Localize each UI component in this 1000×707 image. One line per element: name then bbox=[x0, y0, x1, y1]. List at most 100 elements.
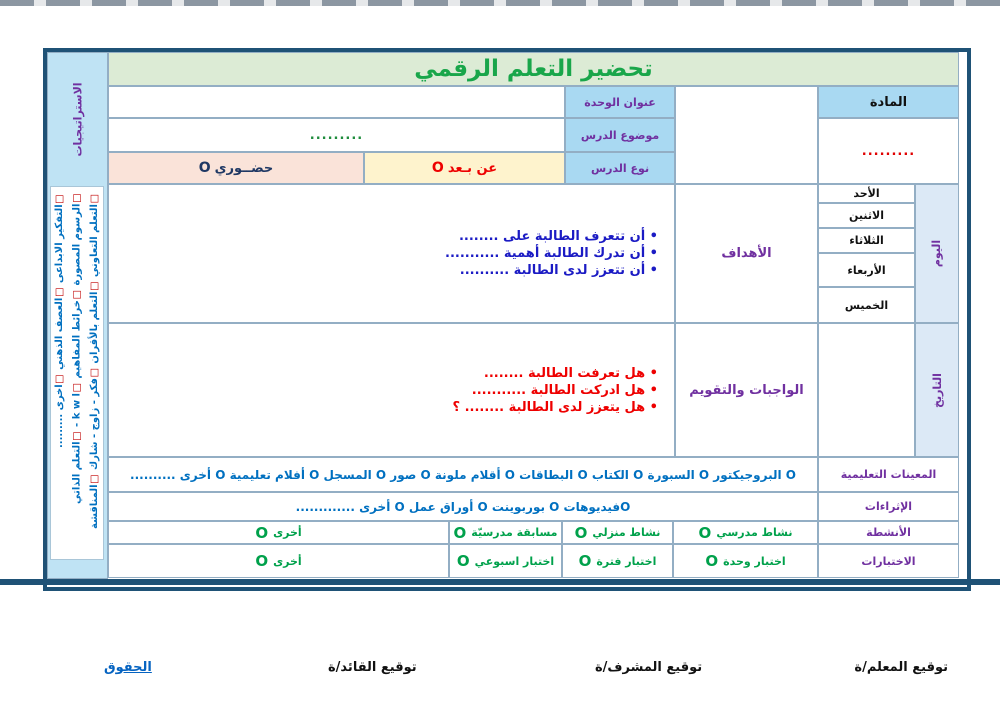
strategy-label: المناقشة bbox=[88, 484, 100, 529]
activity-school-option[interactable]: نشاط مدرسي O bbox=[673, 521, 818, 544]
activity-competition-option[interactable]: مسابقة مدرسيّة O bbox=[449, 521, 562, 544]
strategy-label: التعلم بالأقران bbox=[88, 291, 100, 364]
strategy-label: التفكير الابداعى bbox=[53, 204, 65, 283]
strategy-label: التعلم التعاوني bbox=[88, 204, 100, 278]
enrichments-content-cell[interactable]: Oفيديوهات O بوربوينت O أوراق عمل O أخرى … bbox=[108, 492, 818, 521]
enrichments-label: الإثراءات bbox=[864, 500, 913, 513]
test-period-option[interactable]: اختبار فترة O bbox=[562, 544, 673, 578]
day-label: الأربعاء bbox=[847, 263, 886, 277]
objectives-content-cell[interactable]: أن تتعرف الطالبة على ........ أن تدرك ال… bbox=[108, 184, 675, 323]
lesson-type-inperson-option[interactable]: حضــوري O bbox=[108, 152, 364, 184]
test-circle-icon[interactable]: O bbox=[578, 552, 592, 570]
test-circle-icon[interactable]: O bbox=[456, 552, 470, 570]
remote-label: عن بـعد bbox=[447, 160, 498, 176]
day-label: الثلاثاء bbox=[849, 234, 884, 247]
strategy-label: فكر - زاوج - شارك bbox=[88, 378, 100, 470]
strategy-checkbox-icon[interactable]: □ bbox=[71, 430, 83, 442]
day-cell-monday: الاثنين bbox=[818, 203, 915, 228]
objectives-label: الأهداف bbox=[721, 246, 772, 261]
test-other-option[interactable]: أخرى O bbox=[108, 544, 449, 578]
header-empty-cell[interactable] bbox=[675, 86, 818, 184]
lesson-topic-label: موضوع الدرس bbox=[580, 128, 660, 142]
aids-options[interactable]: O البروجيكتور O السبورة O الكتاب O البطا… bbox=[130, 467, 796, 482]
strategy-checkbox-icon[interactable]: □ bbox=[71, 382, 83, 394]
activities-label-cell: الأنشطة bbox=[818, 521, 959, 544]
subject-value-dots: ......... bbox=[861, 143, 916, 159]
strategy-label: التعلم الذاتي bbox=[71, 441, 83, 505]
unit-title-label-cell: عنوان الوحدة bbox=[565, 86, 675, 118]
strategy-label: k w l - bbox=[71, 393, 83, 428]
day-cell-tuesday: الثلاثاء bbox=[818, 228, 915, 253]
strategy-checkbox-icon[interactable]: □ bbox=[71, 289, 83, 301]
strategy-checkbox-icon[interactable]: □ bbox=[88, 193, 100, 204]
enrichments-options[interactable]: Oفيديوهات O بوربوينت O أوراق عمل O أخرى … bbox=[295, 499, 631, 514]
evaluation-content-cell[interactable]: هل تعرفت الطالبة ........ هل ادركت الطال… bbox=[108, 323, 675, 457]
date-side-strip: التاريخ bbox=[915, 323, 959, 457]
lesson-type-label: نوع الدرس bbox=[590, 161, 650, 175]
inperson-label: حضــوري bbox=[214, 160, 274, 176]
subject-value-cell[interactable]: ......... bbox=[818, 118, 959, 184]
activities-label: الأنشطة bbox=[866, 526, 911, 539]
form-title: تحضير التعلم الرقمي bbox=[414, 56, 653, 82]
strategy-checkbox-icon[interactable]: □ bbox=[88, 280, 100, 292]
activity-home-option[interactable]: نشاط منزلي O bbox=[562, 521, 673, 544]
supervisor-signature-label: توقيع المشرف/ة bbox=[595, 660, 703, 675]
aids-content-cell[interactable]: O البروجيكتور O السبورة O الكتاب O البطا… bbox=[108, 457, 818, 492]
tests-label: الاختبارات bbox=[861, 554, 916, 568]
day-label: الأحد bbox=[853, 187, 880, 200]
strategies-checklist-cell: □التعلم التعاوني □التعلم بالأقران □فكر -… bbox=[50, 186, 104, 560]
lesson-topic-dots: ......... bbox=[309, 127, 364, 143]
activity-circle-icon[interactable]: O bbox=[453, 523, 467, 542]
evaluation-label-cell: الواجبات والتقويم bbox=[675, 323, 818, 457]
strategy-checkbox-icon[interactable]: □ bbox=[88, 367, 100, 379]
lesson-type-remote-option[interactable]: عن بـعد O bbox=[364, 152, 565, 184]
day-label: الاثنين bbox=[849, 209, 884, 222]
strategy-label: الرسوم المصورة bbox=[71, 204, 83, 286]
evaluation-list: هل تعرفت الطالبة ........ هل ادركت الطال… bbox=[453, 364, 659, 417]
strategy-checkbox-icon[interactable]: □ bbox=[53, 286, 65, 298]
evaluation-label: الواجبات والتقويم bbox=[689, 382, 804, 398]
activity-label: مسابقة مدرسيّة bbox=[471, 526, 558, 539]
enrichments-label-cell: الإثراءات bbox=[818, 492, 959, 521]
unit-title-input[interactable] bbox=[108, 86, 565, 118]
test-circle-icon[interactable]: O bbox=[255, 552, 269, 570]
strategy-checkbox-icon[interactable]: □ bbox=[88, 473, 100, 485]
activity-label: نشاط مدرسي bbox=[716, 526, 793, 539]
test-weekly-option[interactable]: اختبار اسبوعي O bbox=[449, 544, 562, 578]
lesson-type-label-cell: نوع الدرس bbox=[565, 152, 675, 184]
lesson-topic-input[interactable]: ......... bbox=[108, 118, 565, 152]
test-label: أخرى bbox=[273, 554, 302, 568]
activity-circle-icon[interactable]: O bbox=[698, 523, 712, 542]
test-label: اختبار اسبوعي bbox=[474, 554, 555, 568]
test-unit-option[interactable]: اختبار وحدة O bbox=[673, 544, 818, 578]
strategy-checkbox-icon[interactable]: □ bbox=[71, 193, 83, 204]
teacher-signature-label: توقيع المعلم/ة bbox=[854, 660, 948, 675]
rights-link[interactable]: الحقوق bbox=[104, 660, 152, 675]
activity-other-option[interactable]: أخرى O bbox=[108, 521, 449, 544]
day-side-strip: اليوم bbox=[915, 184, 959, 323]
aids-label-cell: المعينات التعليمية bbox=[818, 457, 959, 492]
page-top-edge bbox=[0, 0, 1000, 6]
objective-item: أن تتعرف الطالبة على ........ bbox=[445, 229, 658, 244]
inperson-circle-icon[interactable]: O bbox=[198, 160, 211, 176]
tests-label-cell: الاختبارات bbox=[818, 544, 959, 578]
date-input-cell[interactable] bbox=[818, 323, 915, 457]
page-bottom-rule bbox=[0, 579, 1000, 585]
remote-circle-icon[interactable]: O bbox=[431, 160, 444, 176]
day-cell-wednesday: الأربعاء bbox=[818, 253, 915, 287]
objective-item: أن تتعزز لدى الطالبة .......... bbox=[445, 263, 658, 278]
activity-circle-icon[interactable]: O bbox=[255, 523, 269, 542]
strategies-header-cell: الاستراتيجيات bbox=[48, 53, 109, 186]
strategy-checkbox-icon[interactable]: □ bbox=[53, 372, 65, 384]
strategies-column: الاستراتيجيات □التعلم التعاوني □التعلم ب… bbox=[47, 52, 108, 579]
unit-title-label: عنوان الوحدة bbox=[584, 95, 656, 109]
test-circle-icon[interactable]: O bbox=[705, 552, 719, 570]
strategy-checkbox-icon[interactable]: □ bbox=[53, 193, 65, 204]
lesson-prep-table: الاستراتيجيات □التعلم التعاوني □التعلم ب… bbox=[43, 48, 971, 591]
strategy-label: خرائط المفاهيم bbox=[71, 300, 83, 379]
activity-circle-icon[interactable]: O bbox=[574, 523, 588, 542]
aids-label: المعينات التعليمية bbox=[840, 468, 937, 481]
strategies-checklist: □التعلم التعاوني □التعلم بالأقران □فكر -… bbox=[51, 193, 104, 553]
activity-label: نشاط منزلي bbox=[592, 526, 661, 539]
subject-label: المادة bbox=[869, 94, 908, 110]
